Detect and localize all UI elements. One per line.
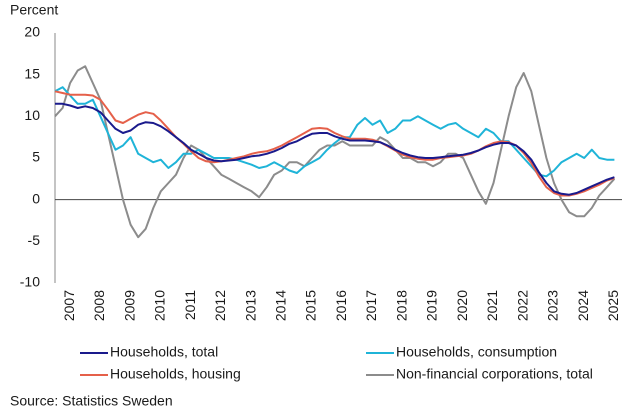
y-tick-label: -5 (28, 232, 41, 248)
x-tick-label: 2023 (545, 290, 561, 321)
x-tick-label: 2009 (121, 290, 137, 321)
x-tick-label: 2016 (333, 290, 349, 321)
legend-label: Households, housing (110, 366, 241, 382)
y-tick-label: 20 (24, 24, 40, 40)
source: Source: Statistics Sweden (10, 393, 173, 409)
y-tick-label: 10 (24, 107, 40, 123)
x-tick-label: 2013 (242, 290, 258, 321)
x-tick-label: 2024 (575, 290, 591, 321)
y-tick-label: -10 (20, 274, 40, 290)
x-tick-label: 2015 (303, 290, 319, 321)
series-line (55, 102, 615, 196)
x-tick-label: 2025 (605, 290, 621, 321)
x-tick-label: 2010 (152, 290, 168, 321)
x-tick-label: 2020 (454, 290, 470, 321)
legend-label: Households, total (110, 344, 218, 360)
x-tick-label: 2017 (363, 290, 379, 321)
y-tick-label: 15 (24, 65, 40, 81)
x-tick-label: 2007 (61, 290, 77, 321)
x-tick-label: 2012 (212, 290, 228, 321)
x-tick-label: 2021 (484, 290, 500, 321)
x-tick-label: 2008 (91, 290, 107, 321)
y-tick-label: 5 (32, 149, 40, 165)
x-tick-label: 2018 (393, 290, 409, 321)
series-line (54, 86, 615, 178)
y-tick-label: 0 (32, 190, 40, 206)
y-axis-label: Percent (10, 2, 58, 18)
x-tick-label: 2022 (514, 290, 530, 321)
x-tick-label: 2011 (182, 290, 198, 320)
x-tick-label: 2014 (273, 290, 289, 321)
series-line (54, 65, 616, 239)
legend-label: Non-financial corporations, total (396, 366, 593, 382)
legend-label: Households, consumption (396, 344, 557, 360)
x-tick-label: 2019 (424, 290, 440, 321)
